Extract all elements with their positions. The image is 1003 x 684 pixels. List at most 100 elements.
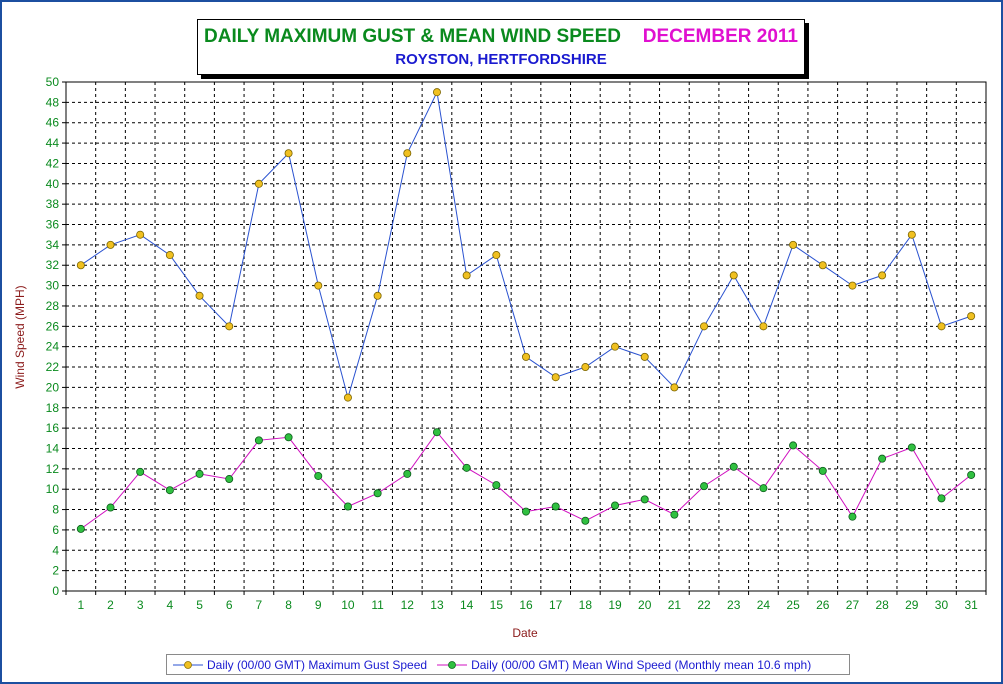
data-point (343, 393, 352, 402)
y-tick-label: 6 (52, 523, 59, 537)
data-point (848, 281, 857, 290)
y-tick-label: 12 (46, 462, 60, 476)
data-point (670, 383, 679, 392)
data-point (729, 462, 738, 471)
data-point (106, 240, 115, 249)
y-tick-label: 28 (46, 299, 60, 313)
x-tick-label: 14 (460, 598, 474, 612)
y-tick-label: 38 (46, 197, 60, 211)
data-point (225, 475, 234, 484)
x-tick-label: 23 (727, 598, 741, 612)
x-tick-label: 15 (490, 598, 504, 612)
series (76, 88, 976, 533)
x-tick-label: 12 (401, 598, 415, 612)
data-point (136, 467, 145, 476)
x-tick-label: 6 (226, 598, 233, 612)
data-point (314, 471, 323, 480)
x-tick-label: 17 (549, 598, 563, 612)
x-tick-label: 4 (167, 598, 174, 612)
x-tick-label: 13 (430, 598, 444, 612)
data-point (670, 510, 679, 519)
y-tick-label: 42 (46, 156, 60, 170)
chart-subtitle: ROYSTON, HERTFORDSHIRE (395, 51, 607, 68)
data-point (136, 230, 145, 239)
data-point (106, 503, 115, 512)
x-tick-label: 22 (697, 598, 711, 612)
series-1 (76, 428, 976, 533)
y-tick-label: 48 (46, 95, 60, 109)
x-tick-label: 30 (935, 598, 949, 612)
y-tick-label: 10 (46, 482, 60, 496)
data-point (967, 312, 976, 321)
x-tick-label: 3 (137, 598, 144, 612)
data-point (432, 428, 441, 437)
data-point (581, 363, 590, 372)
legend-swatch-mean (437, 660, 468, 669)
data-point (76, 524, 85, 533)
y-axis-label: Wind Speed (MPH) (13, 285, 27, 388)
data-point (729, 271, 738, 280)
x-tick-label: 10 (341, 598, 355, 612)
y-tick-label: 18 (46, 401, 60, 415)
x-tick-label: 5 (196, 598, 203, 612)
x-tick-label: 24 (757, 598, 771, 612)
data-point (403, 469, 412, 478)
y-tick-label: 16 (46, 421, 60, 435)
data-point (937, 494, 946, 503)
y-tick-label: 24 (46, 340, 60, 354)
data-point (522, 507, 531, 516)
data-point (432, 88, 441, 97)
data-point (937, 322, 946, 331)
x-tick-label: 25 (786, 598, 800, 612)
y-tick-label: 46 (46, 116, 60, 130)
x-tick-label: 29 (905, 598, 919, 612)
data-point (789, 240, 798, 249)
series-0 (76, 88, 976, 402)
y-tick-label: 8 (52, 503, 59, 517)
data-point (789, 441, 798, 450)
data-point (284, 433, 293, 442)
data-point (492, 481, 501, 490)
data-point (225, 322, 234, 331)
data-point (373, 489, 382, 498)
x-tick-label: 27 (846, 598, 860, 612)
data-point (907, 230, 916, 239)
data-point (611, 501, 620, 510)
y-tick-label: 34 (46, 238, 60, 252)
data-point (76, 261, 85, 270)
y-tick-label: 0 (52, 584, 59, 598)
data-point (967, 470, 976, 479)
y-tick-label: 14 (46, 441, 60, 455)
data-point (284, 149, 293, 158)
x-tick-label: 18 (579, 598, 593, 612)
data-point (700, 482, 709, 491)
data-point (640, 352, 649, 361)
data-point (522, 352, 531, 361)
chart-title: DAILY MAXIMUM GUST & MEAN WIND SPEED (204, 26, 621, 47)
legend-item-mean: Daily (00/00 GMT) Mean Wind Speed (Month… (437, 658, 811, 672)
data-point (462, 463, 471, 472)
data-point (759, 484, 768, 493)
x-tick-label: 2 (107, 598, 114, 612)
y-tick-label: 2 (52, 564, 59, 578)
x-tick-label: 28 (875, 598, 889, 612)
legend: Daily (00/00 GMT) Maximum Gust Speed Dai… (166, 654, 850, 675)
x-tick-label: 7 (256, 598, 263, 612)
legend-label-gust: Daily (00/00 GMT) Maximum Gust Speed (207, 657, 428, 672)
y-tick-label: 36 (46, 218, 60, 232)
data-point (818, 466, 827, 475)
data-point (551, 373, 560, 382)
title-box: DAILY MAXIMUM GUST & MEAN WIND SPEED DEC… (197, 19, 805, 75)
data-point (343, 502, 352, 511)
y-tick-label: 44 (46, 136, 60, 150)
data-point (581, 516, 590, 525)
x-tick-label: 16 (519, 598, 533, 612)
y-tick-label: 40 (46, 177, 60, 191)
x-tick-label: 11 (371, 598, 384, 612)
data-point (254, 179, 263, 188)
data-point (403, 149, 412, 158)
data-point (314, 281, 323, 290)
y-tick-label: 20 (46, 380, 60, 394)
legend-swatch-gust (173, 660, 203, 669)
